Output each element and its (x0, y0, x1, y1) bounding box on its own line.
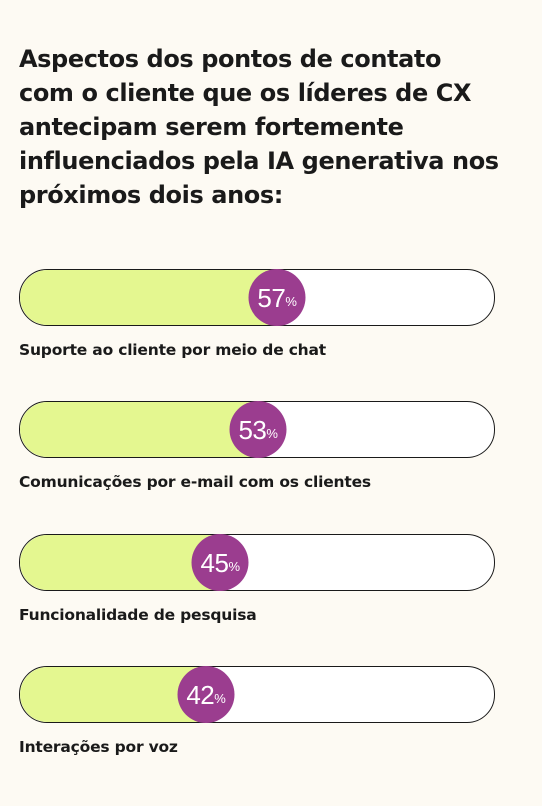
value-bubble: 57% (248, 269, 306, 326)
bar-item: 42% Interações por voz (19, 666, 495, 756)
value-bubble: 42% (177, 666, 235, 723)
bar-fill (20, 270, 278, 325)
percent-sign: % (228, 559, 241, 574)
value-label: 45 (200, 547, 229, 578)
category-label: Suporte ao cliente por meio de chat (19, 341, 326, 359)
category-label: Funcionalidade de pesquisa (19, 606, 257, 624)
percent-sign: % (266, 426, 278, 441)
category-label: Interações por voz (19, 738, 178, 756)
percent-sign: % (214, 691, 226, 706)
bar-track: 42% (19, 666, 495, 723)
value-label: 42 (186, 679, 215, 710)
bar-track: 57% (19, 269, 495, 326)
bar-track: 53% (19, 401, 495, 458)
bar-fill (20, 402, 259, 457)
bar-fill (20, 535, 221, 590)
category-label: Comunicações por e-mail com os clientes (19, 473, 371, 491)
percent-sign: % (285, 294, 297, 309)
bar-track: 45% (19, 534, 495, 591)
value-label: 57 (257, 282, 286, 313)
value-bubble: 53% (229, 401, 287, 458)
bar-item: 53% Comunicações por e-mail com os client… (19, 401, 495, 491)
chart-title: Aspectos dos pontos de contato com o cli… (19, 45, 499, 209)
value-bubble: 45% (191, 534, 249, 591)
bar-item: 45% Funcionalidade de pesquisa (19, 534, 495, 624)
bar-item: 57% Suporte ao cliente por meio de chat (19, 269, 495, 359)
bar-fill (20, 667, 207, 722)
value-label: 53 (238, 414, 267, 445)
